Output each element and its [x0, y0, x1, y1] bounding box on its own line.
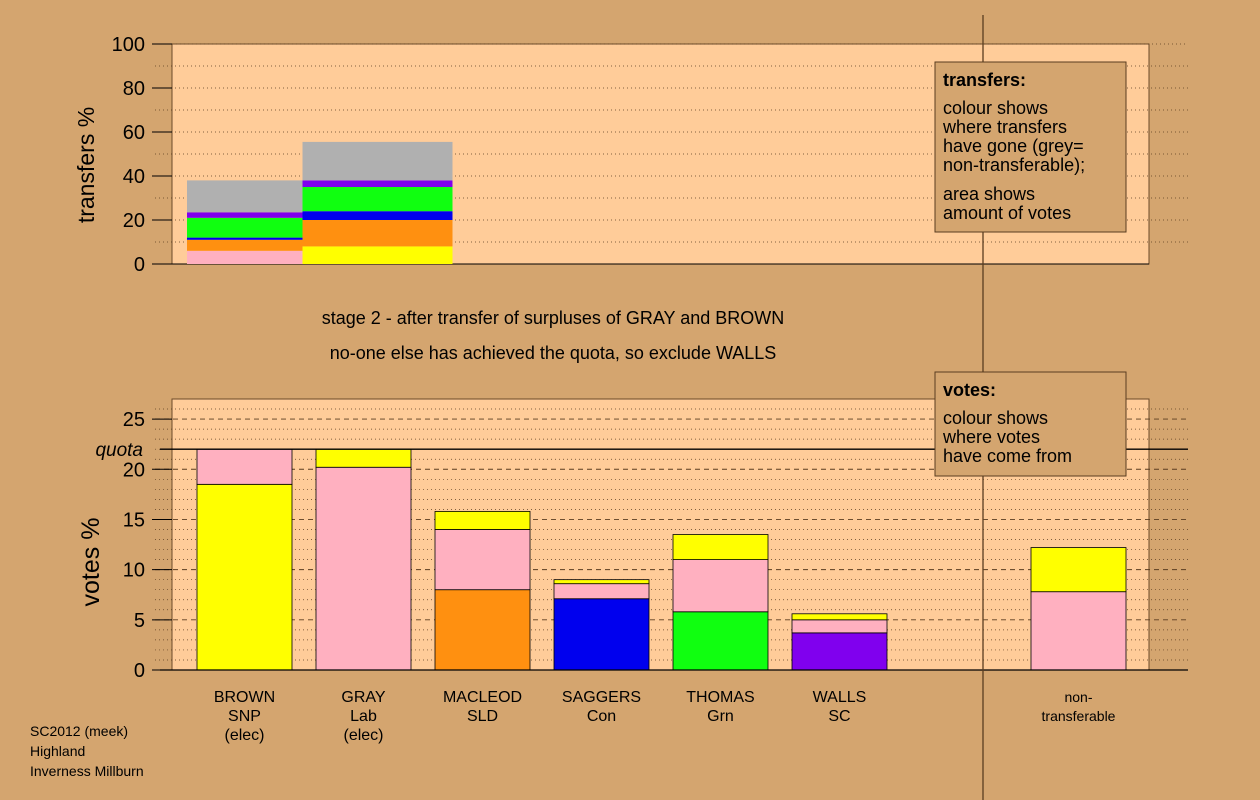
candidate-label-brown: SNP — [228, 708, 261, 725]
vote-segment-saggers-from-saggers — [553, 598, 650, 671]
candidate-label-gray: (elec) — [343, 727, 383, 744]
vote-segment-macleod-from-macleod — [434, 589, 531, 671]
candidate-label-non-transferable: non- — [1064, 689, 1092, 705]
votes-legend: votes: colour shows where votes have com… — [934, 371, 1127, 477]
transfers-y-tick-label: 40 — [123, 166, 145, 188]
vote-segment-gray-from-brown — [315, 448, 412, 468]
votes-y-tick-label: 15 — [123, 509, 145, 531]
candidate-label-macleod: MACLEOD — [443, 689, 522, 706]
vote-segment-macleod-from-gray — [434, 529, 531, 591]
transfer-segment-brown-to-brown — [302, 246, 453, 264]
footer-council: Highland — [30, 743, 85, 759]
vote-segment-brown-from-brown — [196, 483, 293, 671]
transfer-segment-brown-to-thomas — [302, 187, 453, 212]
vote-segment-walls-from-brown — [791, 613, 888, 621]
votes-x-labels: BROWN SNP (elec) GRAY Lab (elec) MACLEOD SLD SAG… — [214, 689, 1116, 744]
transfer-segment-gray-to-gray — [187, 250, 303, 264]
transfers-legend: transfers: colour shows where transfers … — [934, 61, 1127, 233]
candidate-label-brown: (elec) — [224, 727, 264, 744]
vote-segment-non-transferable-from-gray — [1030, 591, 1127, 671]
candidate-label-brown: BROWN — [214, 689, 275, 706]
transfers-y-tick-label: 80 — [123, 78, 145, 100]
quota-label: quota — [95, 440, 143, 461]
vote-segment-brown-from-gray — [196, 448, 293, 485]
votes-legend-line: have come from — [943, 446, 1072, 466]
transfer-segment-brown-to-non-transferable — [302, 141, 453, 181]
transfers-y-tick-label: 20 — [123, 210, 145, 232]
candidate-label-gray: Lab — [350, 708, 377, 725]
candidate-label-thomas: THOMAS — [686, 689, 754, 706]
votes-legend-line: colour shows — [943, 408, 1048, 428]
vote-segment-saggers-from-brown — [553, 579, 650, 585]
footer-election: SC2012 (meek) — [30, 723, 128, 739]
transfer-segment-brown-to-saggers — [302, 211, 453, 220]
votes-y-tick-label: 20 — [123, 459, 145, 481]
votes-legend-line: where votes — [942, 427, 1040, 447]
transfer-segment-brown-to-walls — [302, 180, 453, 187]
transfers-legend-line: colour shows — [943, 98, 1048, 118]
candidate-label-walls: WALLS — [813, 689, 867, 706]
candidate-label-thomas: Grn — [707, 708, 734, 725]
votes-legend-box — [934, 371, 1127, 477]
transfer-segment-gray-to-walls — [187, 212, 303, 218]
vote-segment-thomas-from-thomas — [672, 611, 769, 671]
transfer-segment-gray-to-saggers — [187, 237, 303, 240]
vote-segment-non-transferable-from-brown — [1030, 547, 1127, 593]
votes-y-tick-label: 10 — [123, 560, 145, 582]
votes-y-tick-label: 25 — [123, 409, 145, 431]
candidate-label-gray: GRAY — [341, 689, 385, 706]
vote-segment-saggers-from-gray — [553, 583, 650, 600]
transfers-legend-line: have gone (grey= — [943, 136, 1084, 156]
vote-segment-thomas-from-gray — [672, 559, 769, 613]
votes-y-tick-label: 5 — [134, 610, 145, 632]
transfers-bars — [187, 141, 453, 264]
votes-y-ticks: 0 5 10 15 20 25 — [123, 409, 172, 682]
votes-bars — [196, 448, 1127, 671]
vote-segment-walls-from-walls — [791, 632, 888, 671]
transfers-y-tick-label: 100 — [112, 34, 145, 56]
transfers-legend-title: transfers: — [943, 70, 1026, 90]
transfer-segment-gray-to-thomas — [187, 217, 303, 238]
candidate-label-saggers: Con — [587, 708, 616, 725]
transfers-legend-line: area shows — [943, 184, 1035, 204]
transfers-legend-line: amount of votes — [943, 203, 1071, 223]
transfers-y-tick-label: 60 — [123, 122, 145, 144]
candidate-label-non-transferable: transferable — [1042, 708, 1116, 724]
votes-y-tick-label: 0 — [134, 660, 145, 682]
candidate-label-macleod: SLD — [467, 708, 498, 725]
vote-segment-macleod-from-brown — [434, 511, 531, 530]
exclusion-heading: no-one else has achieved the quota, so e… — [330, 343, 777, 363]
votes-y-label: votes % — [77, 518, 105, 607]
transfer-segment-gray-to-non-transferable — [187, 180, 303, 213]
transfers-legend-box — [934, 61, 1127, 233]
transfers-legend-line: non-transferable); — [943, 155, 1085, 175]
transfer-segment-gray-to-macleod — [187, 239, 303, 251]
transfer-segment-brown-to-macleod — [302, 220, 453, 247]
stage-heading: stage 2 - after transfer of surpluses of… — [322, 308, 785, 328]
candidate-label-saggers: SAGGERS — [562, 689, 641, 706]
votes-legend-title: votes: — [943, 380, 996, 400]
candidate-label-walls: SC — [828, 708, 850, 725]
transfers-y-ticks: 0 20 40 60 80 100 — [112, 34, 172, 276]
transfers-legend-line: where transfers — [942, 117, 1067, 137]
vote-segment-walls-from-gray — [791, 619, 888, 634]
vote-segment-thomas-from-brown — [672, 534, 769, 560]
transfers-y-tick-label: 0 — [134, 254, 145, 276]
footer-ward: Inverness Millburn — [30, 763, 144, 779]
transfers-y-label: transfers % — [73, 107, 99, 223]
vote-segment-gray-from-gray — [315, 466, 412, 671]
